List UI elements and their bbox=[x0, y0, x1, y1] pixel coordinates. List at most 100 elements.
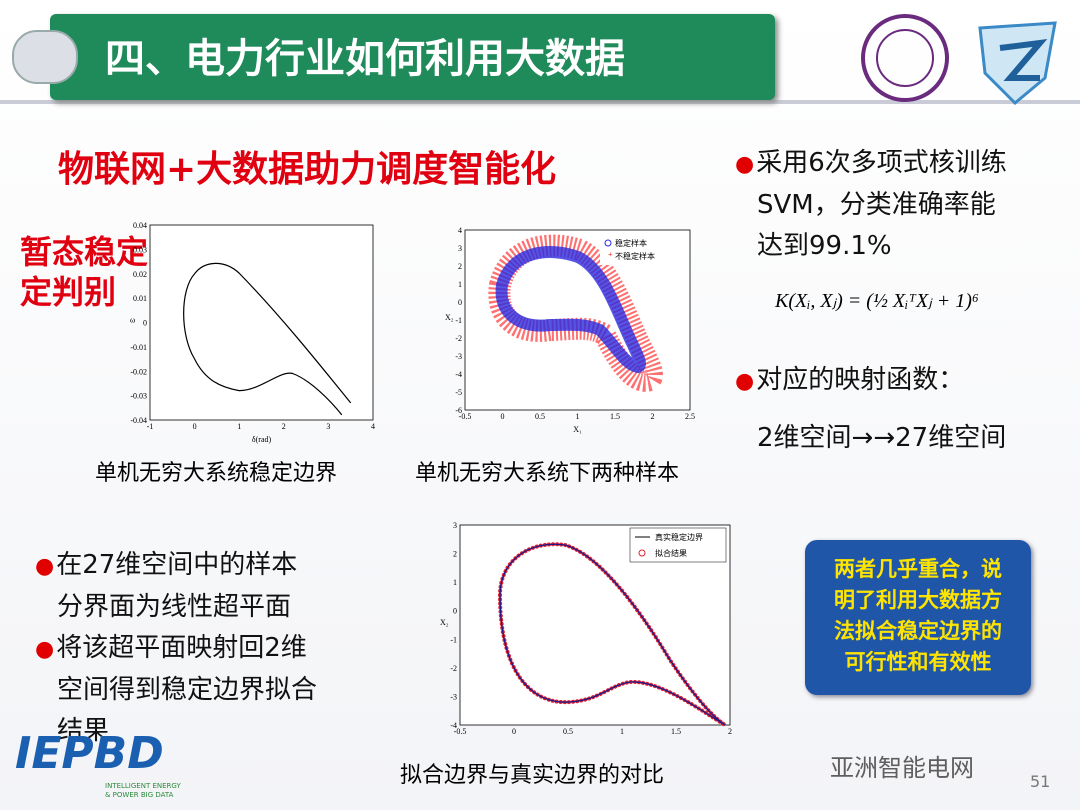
x-tick-label: 3 bbox=[326, 422, 330, 431]
callout-line: 明了利用大数据方 bbox=[834, 588, 1002, 612]
callout-line: 法拟合稳定边界的 bbox=[834, 619, 1002, 643]
x-tick-label: 2 bbox=[651, 412, 655, 421]
x-tick-label: 2 bbox=[728, 727, 732, 736]
y-tick-label: -3 bbox=[450, 692, 457, 701]
x-axis-label: X₁ bbox=[573, 425, 582, 434]
y-tick-label: 0 bbox=[143, 319, 147, 328]
x-tick-label: 1.5 bbox=[671, 727, 681, 736]
header-title: 四、电力行业如何利用大数据 bbox=[105, 36, 625, 82]
legend-label: 不稳定样本 bbox=[615, 251, 655, 261]
text: 空间得到稳定边界拟合 bbox=[57, 675, 318, 705]
x-tick-label: 0 bbox=[501, 412, 505, 421]
y-tick-label: -4 bbox=[455, 370, 462, 379]
bullet-line: 空间得到稳定边界拟合 bbox=[35, 670, 317, 711]
text: 采用6次多项式核训练 bbox=[756, 148, 1007, 178]
watermark: 亚洲智能电网 bbox=[830, 754, 974, 782]
text: 结果 bbox=[57, 716, 110, 746]
y-tick-label: 3 bbox=[453, 521, 457, 530]
y-axis-label: X₂ bbox=[440, 618, 449, 627]
header-rule bbox=[0, 100, 1080, 104]
bullet-line: SVM，分类准确率能 bbox=[757, 190, 996, 220]
x-tick-label: 0 bbox=[512, 727, 516, 736]
y-tick-label: -6 bbox=[455, 406, 462, 415]
text: 将该超平面映射回2维 bbox=[56, 633, 307, 663]
text: 分界面为线性超平面 bbox=[57, 592, 292, 622]
x-tick-label: 2 bbox=[282, 422, 286, 431]
y-tick-label: 0.03 bbox=[133, 245, 147, 254]
x-tick-label: -0.5 bbox=[454, 727, 467, 736]
y-tick-label: -1 bbox=[450, 635, 457, 644]
text: 在27维空间中的样本 bbox=[56, 550, 298, 580]
y-tick-label: 1 bbox=[453, 578, 457, 587]
y-tick-label: -0.03 bbox=[130, 392, 147, 401]
bullet-dot: ● bbox=[35, 554, 55, 579]
legend-label: 真实稳定边界 bbox=[655, 532, 703, 542]
legend-label: 稳定样本 bbox=[615, 238, 647, 248]
logo-mark: IEPBD bbox=[15, 728, 164, 779]
logo-line: INTELLIGENT ENERGY bbox=[105, 782, 181, 790]
y-tick-label: 0.01 bbox=[133, 294, 147, 303]
mapping: 2维空间→→27维空间 bbox=[757, 423, 1007, 453]
bullet-line: ●在27维空间中的样本 bbox=[35, 545, 317, 587]
logo-text: INTELLIGENT ENERGY & POWER BIG DATA bbox=[105, 782, 181, 800]
left-bullets: ●在27维空间中的样本 分界面为线性超平面 ●将该超平面映射回2维 空间得到稳定边界拟… bbox=[35, 545, 317, 752]
y-tick-label: 0.02 bbox=[133, 270, 147, 279]
callout-line: 两者几乎重合，说 bbox=[834, 557, 1002, 581]
x-tick-label: -1 bbox=[147, 422, 154, 431]
bullet-line: ●采用6次多项式核训练 bbox=[735, 148, 1007, 178]
caption: 拟合边界与真实边界的对比 bbox=[400, 763, 665, 788]
y-tick-label: 2 bbox=[458, 262, 462, 271]
x-tick-label: 0 bbox=[193, 422, 197, 431]
y-tick-label: -3 bbox=[455, 352, 462, 361]
y-tick-label: -0.02 bbox=[130, 367, 147, 376]
header-banner bbox=[50, 14, 775, 100]
callout-text: 两者几乎重合，说 明了利用大数据方 法拟合稳定边界的 可行性和有效性 bbox=[805, 540, 1031, 692]
text: 对应的映射函数： bbox=[756, 365, 965, 395]
y-tick-label: -2 bbox=[450, 664, 457, 673]
y-tick-label: 2 bbox=[453, 550, 457, 559]
y-tick-label: -1 bbox=[455, 316, 462, 325]
svg-text:+: + bbox=[608, 250, 613, 259]
callout: 两者几乎重合，说 明了利用大数据方 法拟合稳定边界的 可行性和有效性 bbox=[805, 540, 1031, 695]
y-tick-label: 1 bbox=[458, 280, 462, 289]
bullet: ●采用6次多项式核训练 SVM，分类准确率能 达到99.1% bbox=[735, 143, 1007, 267]
y-tick-label: -5 bbox=[455, 388, 462, 397]
bullet-line: 结果 bbox=[35, 711, 317, 752]
y-tick-label: -0.01 bbox=[130, 343, 147, 352]
side-label: 暂态稳定 定判别 bbox=[20, 232, 148, 312]
y-tick-label: 0 bbox=[458, 298, 462, 307]
x-tick-label: -0.5 bbox=[459, 412, 472, 421]
subtitle: 物联网+大数据助力调度智能化 bbox=[58, 149, 557, 190]
plot: + -0.5 0 0.5 1 1.5 2 2.5 4 3 2 1 0 -1 -2 -3 -4 -5 -6 X₁ X₂ 稳… bbox=[445, 226, 695, 434]
x-tick-label: 1 bbox=[576, 412, 580, 421]
x-tick-label: 1 bbox=[620, 727, 624, 736]
bullet-line: 达到99.1% bbox=[757, 231, 892, 261]
caption: 单机无穷大系统下两种样本 bbox=[415, 461, 680, 486]
y-tick-label: -2 bbox=[455, 334, 462, 343]
x-tick-label: 0.5 bbox=[535, 412, 545, 421]
bullet-line: ●将该超平面映射回2维 bbox=[35, 628, 317, 670]
x-tick-label: 2.5 bbox=[685, 412, 695, 421]
x-tick-label: 1.5 bbox=[610, 412, 620, 421]
logo-line: & POWER BIG DATA bbox=[105, 791, 174, 799]
bullet: ●对应的映射函数： bbox=[735, 365, 965, 395]
logos bbox=[861, 14, 1057, 106]
callout-line: 可行性和有效性 bbox=[844, 650, 992, 674]
bullet-dot: ● bbox=[35, 637, 55, 662]
y-tick-label: -4 bbox=[450, 721, 457, 730]
binder-ring bbox=[12, 30, 78, 84]
side-label-line: 定判别 bbox=[20, 273, 117, 311]
y-tick-label: -0.04 bbox=[130, 416, 147, 425]
side-label-line: 暂态稳定 bbox=[20, 233, 149, 271]
x-tick-label: 0.5 bbox=[563, 727, 573, 736]
y-axis-label: X₂ bbox=[445, 313, 454, 322]
y-tick-label: 0 bbox=[453, 607, 457, 616]
y-tick-label: 4 bbox=[458, 226, 462, 235]
legend-label: 拟合结果 bbox=[655, 548, 687, 558]
caption: 单机无穷大系统稳定边界 bbox=[95, 461, 338, 486]
x-axis-label: δ(rad) bbox=[252, 435, 272, 444]
x-tick-label: 4 bbox=[371, 422, 375, 431]
bullet-line: 分界面为线性超平面 bbox=[35, 587, 317, 628]
